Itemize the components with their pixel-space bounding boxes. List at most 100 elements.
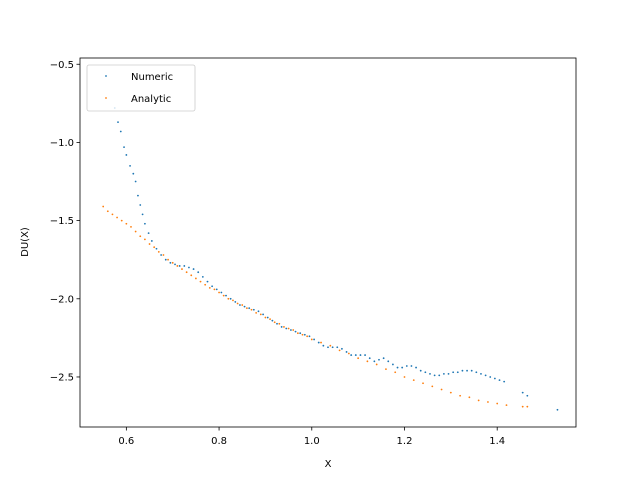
- numeric-point-37: [262, 313, 264, 316]
- analytic-point-54: [394, 371, 397, 374]
- analytic-point-16: [176, 265, 179, 267]
- analytic-point-63: [477, 399, 480, 402]
- analytic-point-43: [301, 333, 304, 336]
- numeric-point-57: [354, 354, 357, 356]
- plot-area: [80, 58, 576, 427]
- numeric-point-27: [215, 288, 218, 291]
- analytic-point-18: [185, 271, 188, 274]
- y-tick-label-0: −0.5: [50, 60, 74, 71]
- analytic-point-35: [264, 316, 267, 319]
- legend-marker-analytic: [105, 97, 107, 99]
- analytic-point-0: [102, 205, 105, 208]
- numeric-point-10: [141, 213, 144, 216]
- analytic-point-46: [320, 341, 322, 344]
- numeric-point-89: [503, 380, 506, 383]
- numeric-point-63: [382, 357, 385, 360]
- numeric-point-90: [521, 391, 524, 394]
- numeric-point-84: [480, 372, 482, 375]
- numeric-point-8: [137, 194, 139, 197]
- numeric-point-70: [415, 366, 417, 369]
- numeric-point-43: [290, 329, 292, 331]
- numeric-point-33: [243, 305, 246, 308]
- analytic-point-12: [157, 250, 160, 253]
- analytic-point-64: [487, 401, 489, 403]
- numeric-point-48: [313, 338, 315, 341]
- numeric-point-92: [556, 408, 559, 411]
- analytic-point-51: [366, 360, 369, 363]
- numeric-point-30: [229, 297, 232, 300]
- y-axis-ticks: −0.5 −1.0 −1.5 −2.0 −2.5: [50, 60, 80, 383]
- numeric-point-79: [456, 371, 459, 374]
- numeric-point-59: [364, 354, 366, 356]
- analytic-point-23: [208, 286, 211, 289]
- analytic-point-48: [338, 349, 341, 352]
- numeric-point-54: [341, 347, 343, 350]
- numeric-point-56: [350, 354, 353, 356]
- numeric-point-50: [322, 344, 325, 347]
- data-points: [102, 107, 559, 411]
- numeric-point-61: [373, 360, 376, 363]
- x-tick-label-4: 1.4: [489, 436, 505, 447]
- numeric-point-12: [147, 232, 150, 235]
- analytic-point-15: [171, 261, 174, 264]
- analytic-point-1: [106, 210, 109, 213]
- numeric-point-64: [387, 360, 390, 363]
- x-tick-label-3: 1.2: [397, 436, 413, 447]
- numeric-point-41: [280, 326, 283, 328]
- numeric-point-34: [248, 307, 251, 310]
- analytic-point-66: [505, 404, 508, 407]
- analytic-point-61: [459, 394, 462, 397]
- numeric-point-88: [498, 379, 501, 381]
- numeric-point-52: [331, 346, 334, 349]
- analytic-point-3: [116, 216, 118, 219]
- analytic-point-24: [213, 288, 216, 291]
- analytic-point-34: [259, 313, 262, 316]
- numeric-point-32: [239, 304, 241, 306]
- numeric-point-25: [206, 280, 209, 283]
- analytic-point-7: [134, 230, 137, 233]
- y-tick-label-4: −2.5: [50, 372, 74, 383]
- legend-box: [86, 64, 196, 112]
- analytic-point-39: [283, 326, 285, 328]
- numeric-point-16: [164, 258, 167, 261]
- analytic-point-40: [287, 327, 290, 330]
- analytic-point-60: [449, 391, 452, 394]
- numeric-point-83: [475, 371, 478, 374]
- analytic-point-4: [120, 219, 123, 222]
- analytic-point-17: [181, 268, 183, 270]
- numeric-point-40: [276, 322, 278, 325]
- analytic-point-11: [153, 246, 156, 249]
- numeric-point-72: [424, 371, 427, 374]
- numeric-point-18: [174, 263, 176, 266]
- numeric-point-55: [345, 351, 348, 353]
- analytic-point-65: [496, 402, 499, 405]
- x-tick-label-2: 1.0: [304, 436, 320, 447]
- numeric-point-35: [252, 308, 255, 311]
- numeric-point-49: [317, 341, 320, 344]
- analytic-point-36: [269, 318, 271, 321]
- numeric-point-45: [299, 332, 302, 335]
- numeric-point-69: [410, 365, 413, 367]
- analytic-point-45: [310, 338, 313, 341]
- numeric-point-15: [160, 254, 163, 256]
- legend-label-analytic: Analytic: [131, 94, 171, 105]
- numeric-point-80: [461, 369, 464, 372]
- numeric-point-62: [378, 358, 380, 361]
- analytic-point-21: [199, 280, 202, 283]
- numeric-point-26: [211, 285, 214, 288]
- numeric-point-36: [257, 310, 260, 313]
- analytic-point-26: [222, 294, 225, 297]
- numeric-point-9: [139, 204, 142, 206]
- analytic-point-5: [125, 222, 128, 225]
- numeric-point-6: [132, 172, 135, 175]
- analytic-point-27: [227, 297, 230, 300]
- analytic-point-38: [278, 322, 281, 325]
- analytic-point-9: [144, 238, 146, 241]
- numeric-point-28: [220, 291, 223, 294]
- numeric-point-77: [447, 372, 450, 375]
- numeric-point-24: [201, 276, 204, 278]
- x-tick-label-1: 0.8: [211, 436, 227, 447]
- analytic-point-13: [162, 254, 165, 256]
- analytic-point-42: [296, 332, 299, 335]
